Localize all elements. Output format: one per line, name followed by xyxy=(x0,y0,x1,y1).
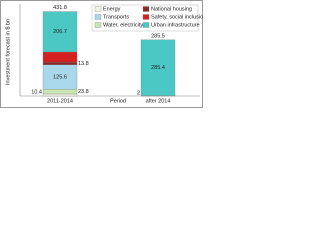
legend-swatch xyxy=(142,6,150,12)
data-label: 206.7 xyxy=(53,29,67,35)
legend-label: Water, electricity xyxy=(103,22,143,28)
legend-label: Safety, social inclusion xyxy=(151,14,203,20)
legend-swatch xyxy=(142,22,150,28)
legend-swatch xyxy=(142,14,150,20)
chart: Investment forecast in $ bn Period 2011-… xyxy=(0,0,203,108)
total-label: 285.5 xyxy=(151,34,165,40)
x-axis-label: Period xyxy=(110,98,126,104)
data-label: 285.4 xyxy=(151,65,165,71)
data-label: 2 xyxy=(137,90,140,96)
data-label: 10.4 xyxy=(31,89,42,95)
bar-segment xyxy=(140,39,176,96)
legend-swatch xyxy=(94,14,102,20)
bar-segment xyxy=(42,51,78,63)
bar-segment xyxy=(42,93,78,97)
legend-swatch xyxy=(94,22,102,28)
x-tick-label: after 2014 xyxy=(146,98,171,104)
data-label: 125.6 xyxy=(53,74,67,80)
legend-label: National housing xyxy=(151,6,192,12)
bar-segment xyxy=(42,61,78,65)
legend-swatch xyxy=(94,6,102,12)
y-axis-label: Investment forecast in $ bn xyxy=(5,19,11,85)
total-label: 431.8 xyxy=(53,5,67,11)
bar-segment xyxy=(42,11,78,53)
legend-label: Energy xyxy=(103,6,121,12)
data-label: 13.8 xyxy=(78,61,89,67)
legend-label: Transports xyxy=(103,14,129,20)
legend-label: Urban infrastructure xyxy=(151,22,200,28)
x-tick-label: 2011-2014 xyxy=(47,98,73,104)
bar-segment xyxy=(42,89,78,95)
data-label: 23.8 xyxy=(78,89,89,95)
